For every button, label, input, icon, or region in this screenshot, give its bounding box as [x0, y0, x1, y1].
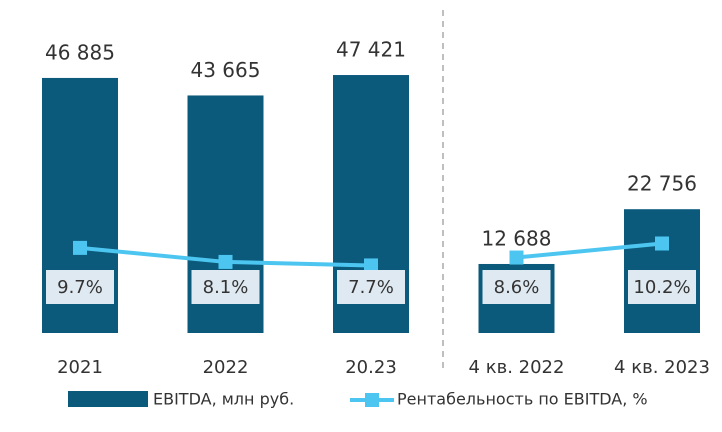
x-tick-label: 20.23 [345, 357, 397, 378]
bar-value-label: 43 665 [191, 58, 261, 82]
x-tick-label: 4 кв. 2023 [614, 357, 710, 378]
value-label-box [46, 270, 114, 304]
line-value-label: 10.2% [633, 277, 690, 298]
value-label-box [191, 270, 260, 304]
line-marker [218, 254, 233, 269]
line-marker [509, 250, 524, 265]
line-value-label: 7.7% [348, 277, 394, 298]
bar-value-label: 22 756 [627, 172, 697, 196]
line-marker [655, 236, 669, 251]
x-tick-label: 4 кв. 2022 [469, 357, 565, 378]
legend-swatch [68, 391, 148, 407]
line-value-label: 8.1% [203, 277, 249, 298]
line-value-label: 9.7% [57, 277, 103, 298]
bar-value-label: 12 688 [482, 226, 552, 250]
line-marker [73, 240, 87, 255]
line [516, 241, 663, 260]
x-tick-label: 2022 [203, 357, 249, 378]
legend-marker [365, 393, 379, 407]
value-label-box [628, 270, 696, 304]
line-marker [364, 258, 378, 273]
line-value-label: 8.6% [494, 277, 540, 298]
value-label-box [482, 270, 551, 304]
legend-label: Рентабельность по EBITDA, % [397, 390, 648, 409]
bar-value-label: 47 421 [336, 38, 406, 62]
value-label-box [337, 270, 405, 304]
legend-label: EBITDA, млн руб. [153, 390, 294, 409]
x-tick-label: 2021 [57, 357, 103, 378]
bar-value-label: 46 885 [45, 40, 115, 64]
